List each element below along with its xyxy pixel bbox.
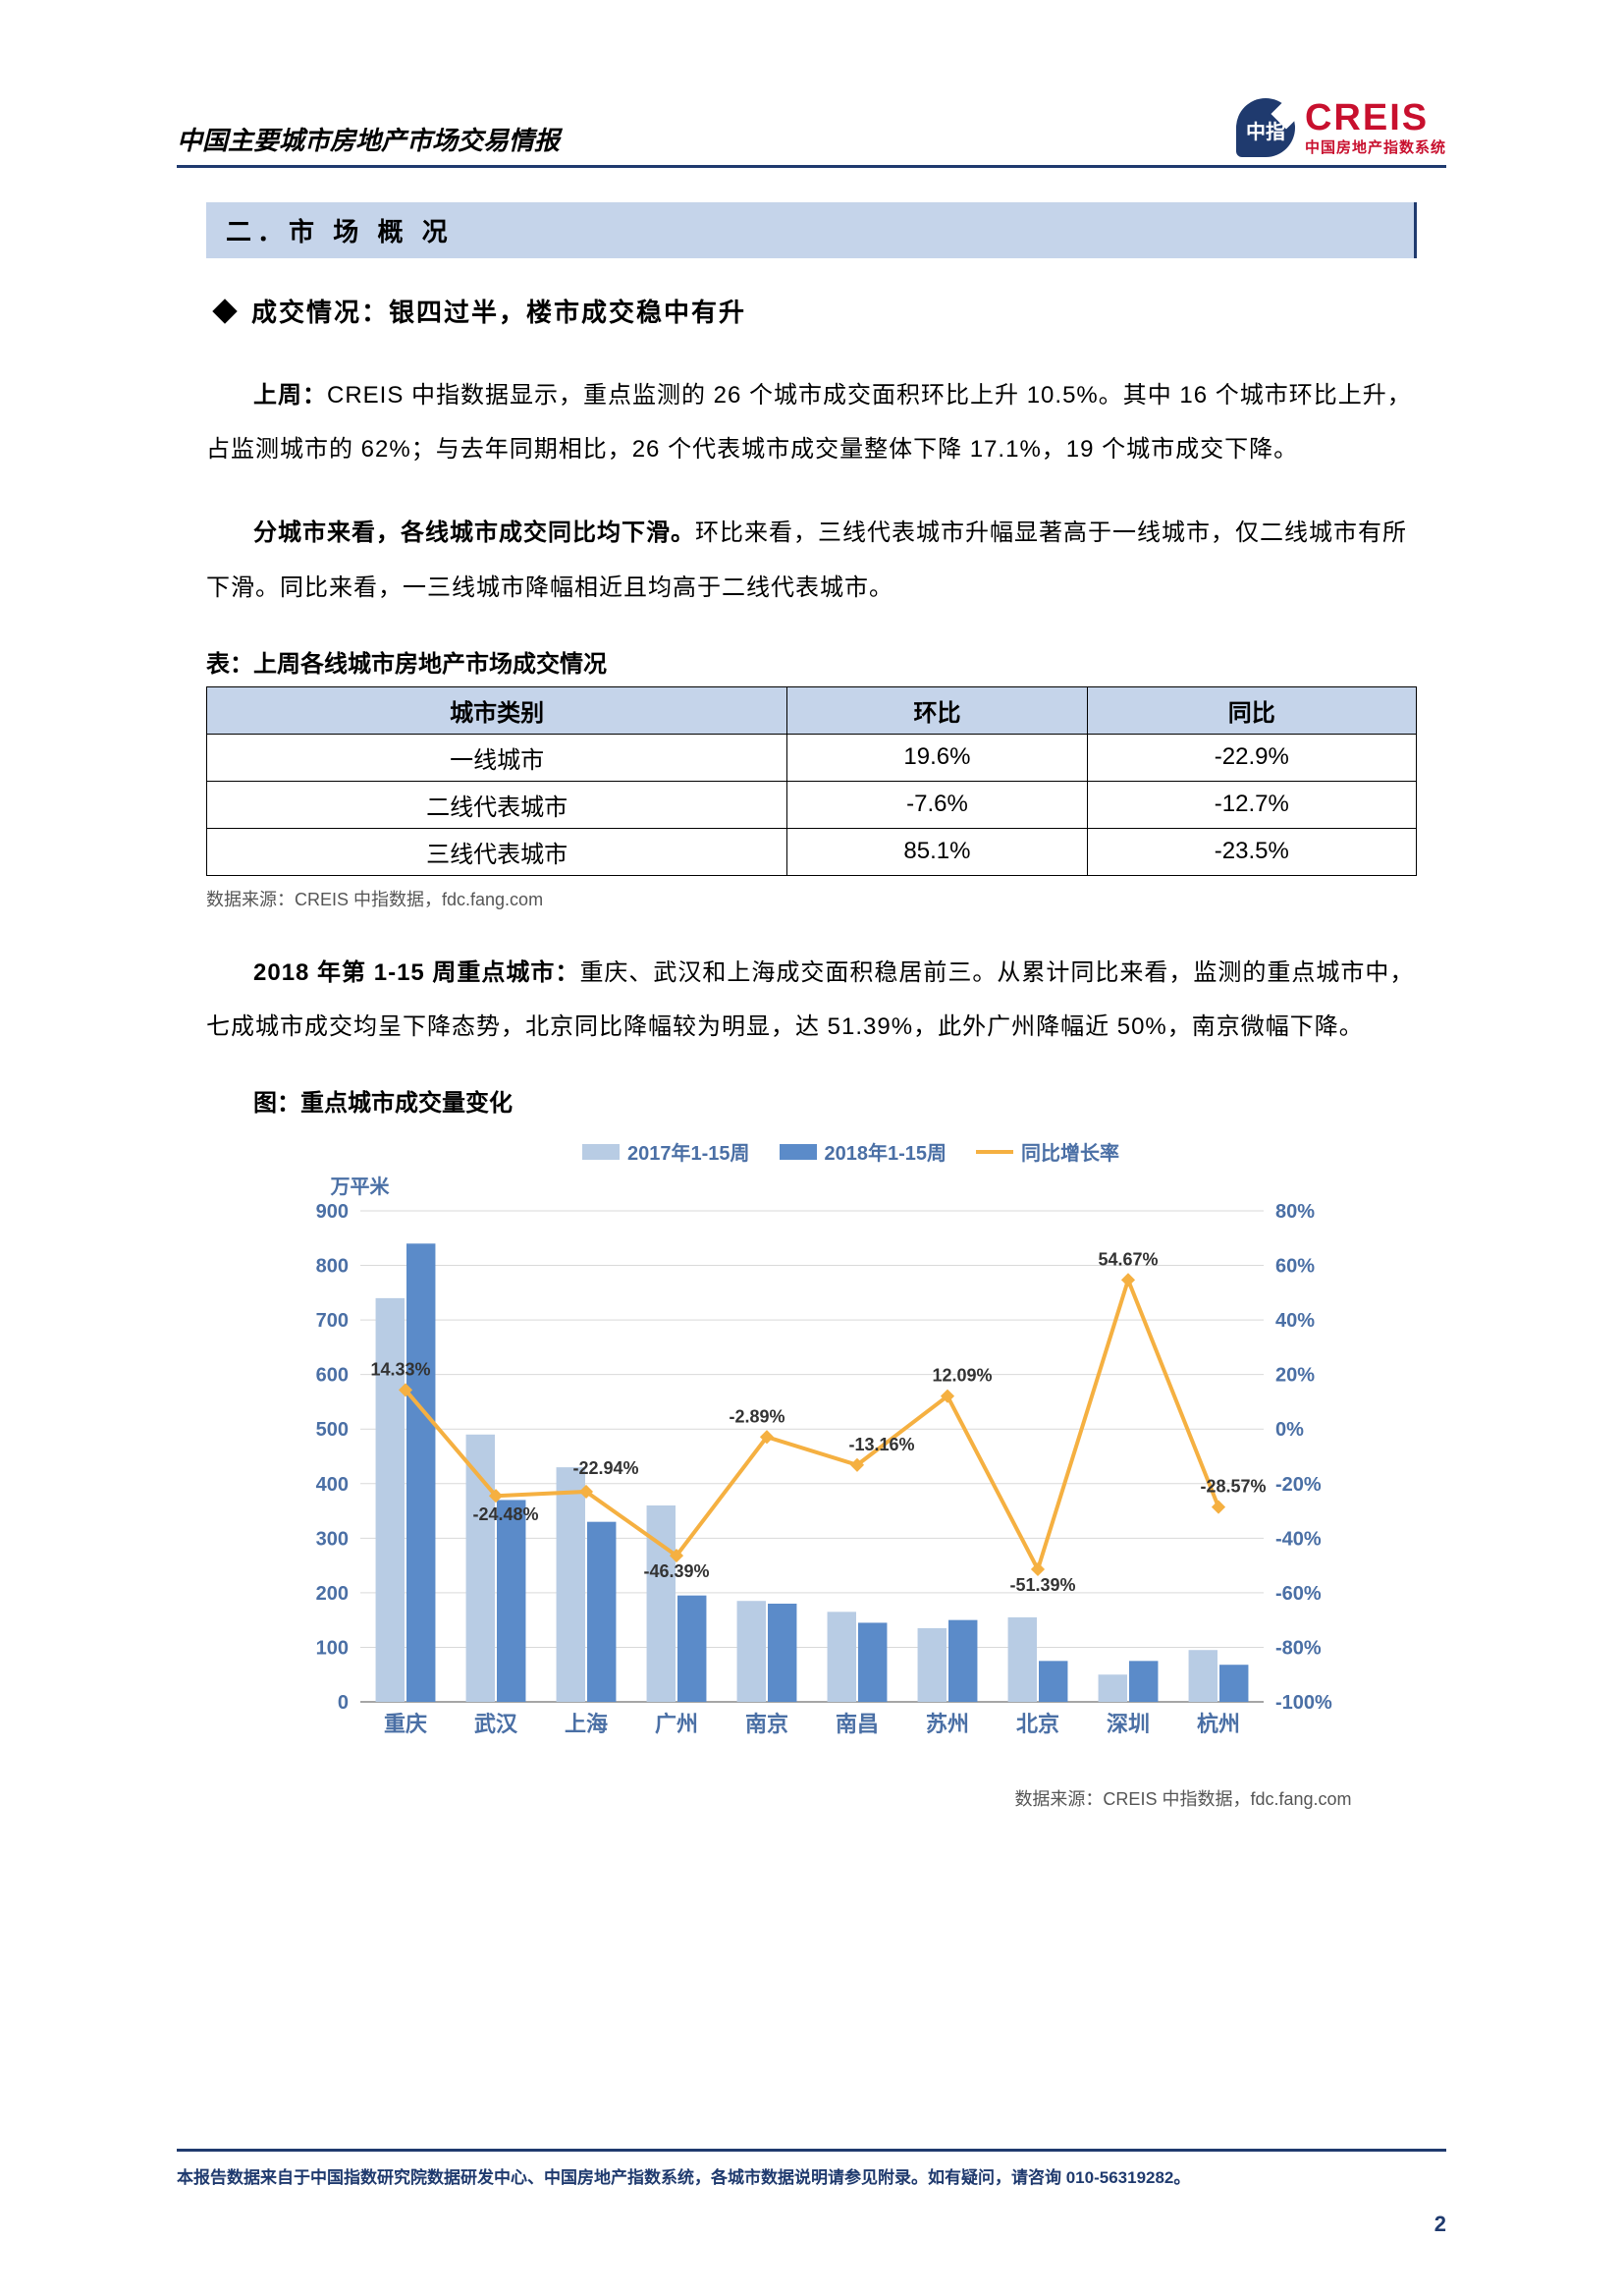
- svg-text:14.33%: 14.33%: [370, 1360, 430, 1380]
- table-row: 三线代表城市85.1%-23.5%: [207, 828, 1417, 875]
- chart-legend: 2017年1-15周 2018年1-15周 同比增长率: [272, 1137, 1352, 1166]
- svg-text:0: 0: [337, 1692, 348, 1714]
- svg-text:武汉: 武汉: [473, 1712, 517, 1736]
- para1-body: CREIS 中指数据显示，重点监测的 26 个城市成交面积环比上升 10.5%。…: [206, 382, 1412, 463]
- svg-text:-2.89%: -2.89%: [729, 1406, 784, 1426]
- chart-caption: 图：重点城市成交量变化: [206, 1083, 1417, 1118]
- svg-text:苏州: 苏州: [925, 1712, 968, 1736]
- svg-text:-46.39%: -46.39%: [643, 1561, 709, 1581]
- svg-text:500: 500: [315, 1419, 348, 1441]
- chart-source: 数据来源：CREIS 中指数据，fdc.fang.com: [272, 1785, 1352, 1811]
- para2-lead: 分城市来看，各线城市成交同比均下滑。: [253, 519, 695, 546]
- logo-main-text: CREIS: [1305, 99, 1446, 137]
- para1-lead: 上周：: [253, 382, 327, 409]
- svg-text:广州: 广州: [654, 1712, 697, 1736]
- svg-text:-13.16%: -13.16%: [848, 1435, 914, 1454]
- svg-text:-40%: -40%: [1275, 1528, 1322, 1550]
- table-header-cell: 城市类别: [207, 686, 787, 734]
- combo-chart: 0 100 200 300 400 500 600 700 800 900 -100% -80% -60…: [272, 1201, 1352, 1751]
- svg-text:200: 200: [315, 1583, 348, 1605]
- svg-text:重庆: 重庆: [383, 1712, 426, 1736]
- svg-text:-100%: -100%: [1275, 1692, 1332, 1714]
- svg-text:上海: 上海: [564, 1712, 607, 1736]
- svg-text:-60%: -60%: [1275, 1583, 1322, 1605]
- svg-text:300: 300: [315, 1528, 348, 1550]
- page-footer: 本报告数据来自于中国指数研究院数据研发中心、中国房地产指数系统，各城市数据说明请…: [177, 2149, 1446, 2188]
- svg-text:南京: 南京: [744, 1712, 787, 1736]
- chart-y-label: 万平米: [272, 1171, 1352, 1199]
- logo-icon: [1236, 98, 1295, 157]
- table-header-cell: 环比: [787, 686, 1087, 734]
- svg-text:54.67%: 54.67%: [1098, 1249, 1158, 1269]
- subsection-bullet: 成交情况：银四过半，楼市成交稳中有升: [206, 293, 1417, 329]
- svg-text:-51.39%: -51.39%: [1009, 1575, 1075, 1595]
- table-cell: 一线城市: [207, 734, 787, 781]
- table-cell: 二线代表城市: [207, 781, 787, 828]
- table-cell: -23.5%: [1087, 828, 1416, 875]
- logo-sub-text: 中国房地产指数系统: [1305, 137, 1446, 157]
- legend-series2: 2018年1-15周: [780, 1137, 947, 1166]
- paragraph-1: 上周：CREIS 中指数据显示，重点监测的 26 个城市成交面积环比上升 10.…: [206, 368, 1417, 476]
- bullet-text: 成交情况：银四过半，楼市成交稳中有升: [251, 293, 746, 329]
- legend-series1: 2017年1-15周: [582, 1137, 750, 1166]
- svg-text:12.09%: 12.09%: [932, 1366, 992, 1386]
- svg-text:北京: 北京: [1015, 1712, 1058, 1736]
- svg-text:杭州: 杭州: [1196, 1712, 1239, 1736]
- chart-container: 2017年1-15周 2018年1-15周 同比增长率 万平米 0 100 200 3…: [272, 1137, 1352, 1811]
- section-number: 二．: [226, 217, 289, 246]
- paragraph-2: 分城市来看，各线城市成交同比均下滑。环比来看，三线代表城市升幅显著高于一线城市，…: [206, 506, 1417, 614]
- page-number: 2: [1434, 2212, 1446, 2237]
- svg-text:700: 700: [315, 1310, 348, 1332]
- svg-text:-22.94%: -22.94%: [572, 1458, 638, 1478]
- table-row: 一线城市19.6%-22.9%: [207, 734, 1417, 781]
- table-cell: 85.1%: [787, 828, 1087, 875]
- table-cell: -12.7%: [1087, 781, 1416, 828]
- svg-text:-20%: -20%: [1275, 1474, 1322, 1496]
- table-header-cell: 同比: [1087, 686, 1416, 734]
- page-header: 中国主要城市房地产市场交易情报 CREIS 中国房地产指数系统: [177, 98, 1446, 168]
- section-header: 二．市 场 概 况: [206, 202, 1417, 258]
- svg-text:80%: 80%: [1275, 1201, 1315, 1223]
- legend-line: 同比增长率: [976, 1137, 1119, 1166]
- svg-text:南昌: 南昌: [835, 1712, 878, 1736]
- table-row: 二线代表城市-7.6%-12.7%: [207, 781, 1417, 828]
- svg-text:-80%: -80%: [1275, 1638, 1322, 1660]
- svg-text:40%: 40%: [1275, 1310, 1315, 1332]
- svg-text:-28.57%: -28.57%: [1200, 1477, 1266, 1497]
- para3-lead: 2018 年第 1-15 周重点城市：: [253, 959, 579, 986]
- table-cell: -7.6%: [787, 781, 1087, 828]
- svg-text:900: 900: [315, 1201, 348, 1223]
- footer-text: 本报告数据来自于中国指数研究院数据研发中心、中国房地产指数系统，各城市数据说明请…: [177, 2149, 1446, 2188]
- table-source: 数据来源：CREIS 中指数据，fdc.fang.com: [206, 886, 1417, 911]
- diamond-icon: [212, 299, 237, 323]
- svg-text:0%: 0%: [1275, 1419, 1304, 1441]
- city-tier-table: 城市类别环比同比 一线城市19.6%-22.9%二线代表城市-7.6%-12.7…: [206, 686, 1417, 876]
- svg-text:20%: 20%: [1275, 1365, 1315, 1387]
- paragraph-3: 2018 年第 1-15 周重点城市：重庆、武汉和上海成交面积稳居前三。从累计同…: [206, 946, 1417, 1054]
- table-cell: 三线代表城市: [207, 828, 787, 875]
- table-caption: 表：上周各线城市房地产市场成交情况: [206, 644, 1417, 679]
- svg-text:60%: 60%: [1275, 1256, 1315, 1278]
- svg-text:800: 800: [315, 1256, 348, 1278]
- svg-text:400: 400: [315, 1474, 348, 1496]
- svg-text:600: 600: [315, 1365, 348, 1387]
- section-title: 市 场 概 况: [289, 217, 454, 246]
- table-cell: 19.6%: [787, 734, 1087, 781]
- svg-text:100: 100: [315, 1638, 348, 1660]
- logo: CREIS 中国房地产指数系统: [1236, 98, 1446, 157]
- svg-text:深圳: 深圳: [1106, 1712, 1149, 1736]
- header-title: 中国主要城市房地产市场交易情报: [177, 121, 560, 157]
- svg-text:-24.48%: -24.48%: [472, 1504, 538, 1524]
- table-cell: -22.9%: [1087, 734, 1416, 781]
